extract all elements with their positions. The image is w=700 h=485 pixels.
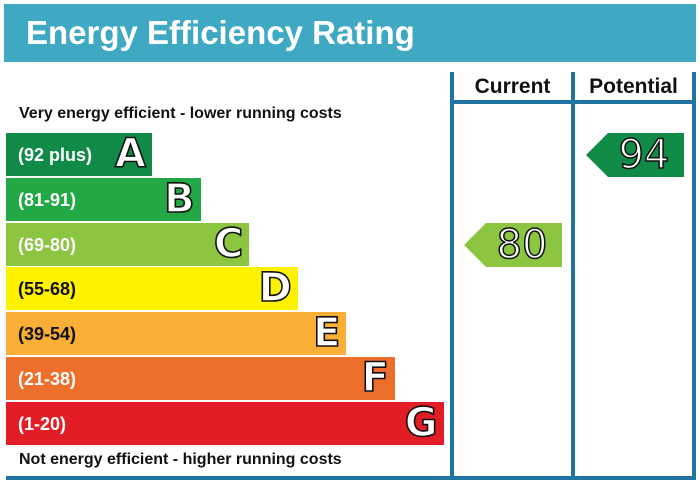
band-f: (21-38) F [6, 355, 395, 401]
band-range-label: (92 plus) [18, 145, 93, 165]
band-d: (55-68) D [6, 265, 298, 312]
band-range-label: (39-54) [18, 324, 77, 345]
potential-rating-value: 94 [618, 132, 670, 178]
band-g: (1-20) G [6, 399, 444, 446]
band-e: (39-54) E [6, 310, 347, 357]
band-letter-label: A [114, 131, 147, 177]
band-range-label: (1-20) [18, 413, 67, 434]
current-rating-value: 80 [496, 221, 548, 268]
band-a: (92 plus) A [6, 131, 152, 177]
page-title: Energy Efficiency Rating [26, 14, 415, 51]
band-letter-label: C [213, 220, 244, 267]
divider-right [692, 72, 696, 477]
divider-left [450, 72, 454, 477]
band-b: (81-91) B [6, 175, 201, 222]
band-letter-label: D [258, 265, 293, 312]
divider-middle [571, 72, 575, 477]
band-letter-label: B [163, 175, 195, 222]
band-c: (69-80) C [6, 220, 250, 267]
band-range-label: (55-68) [18, 279, 77, 300]
column-header-rule [450, 100, 696, 104]
band-range-label: (81-91) [18, 189, 77, 210]
band-range-label: (21-38) [18, 369, 77, 389]
potential-rating-arrow: 94 [586, 132, 684, 178]
bottom-caption: Not energy efficient - higher running co… [19, 451, 342, 468]
band-letter-label: G [404, 399, 438, 446]
potential-column-header: Potential [589, 75, 678, 98]
current-column-header: Current [474, 75, 551, 98]
bottom-rule [6, 476, 696, 480]
current-rating-arrow: 80 [464, 221, 562, 268]
band-letter-label: E [312, 310, 341, 357]
header-bar: Energy Efficiency Rating [4, 4, 696, 62]
top-caption: Very energy efficient - lower running co… [19, 105, 342, 122]
band-range-label: (69-80) [18, 234, 77, 255]
band-letter-label: F [361, 355, 390, 401]
